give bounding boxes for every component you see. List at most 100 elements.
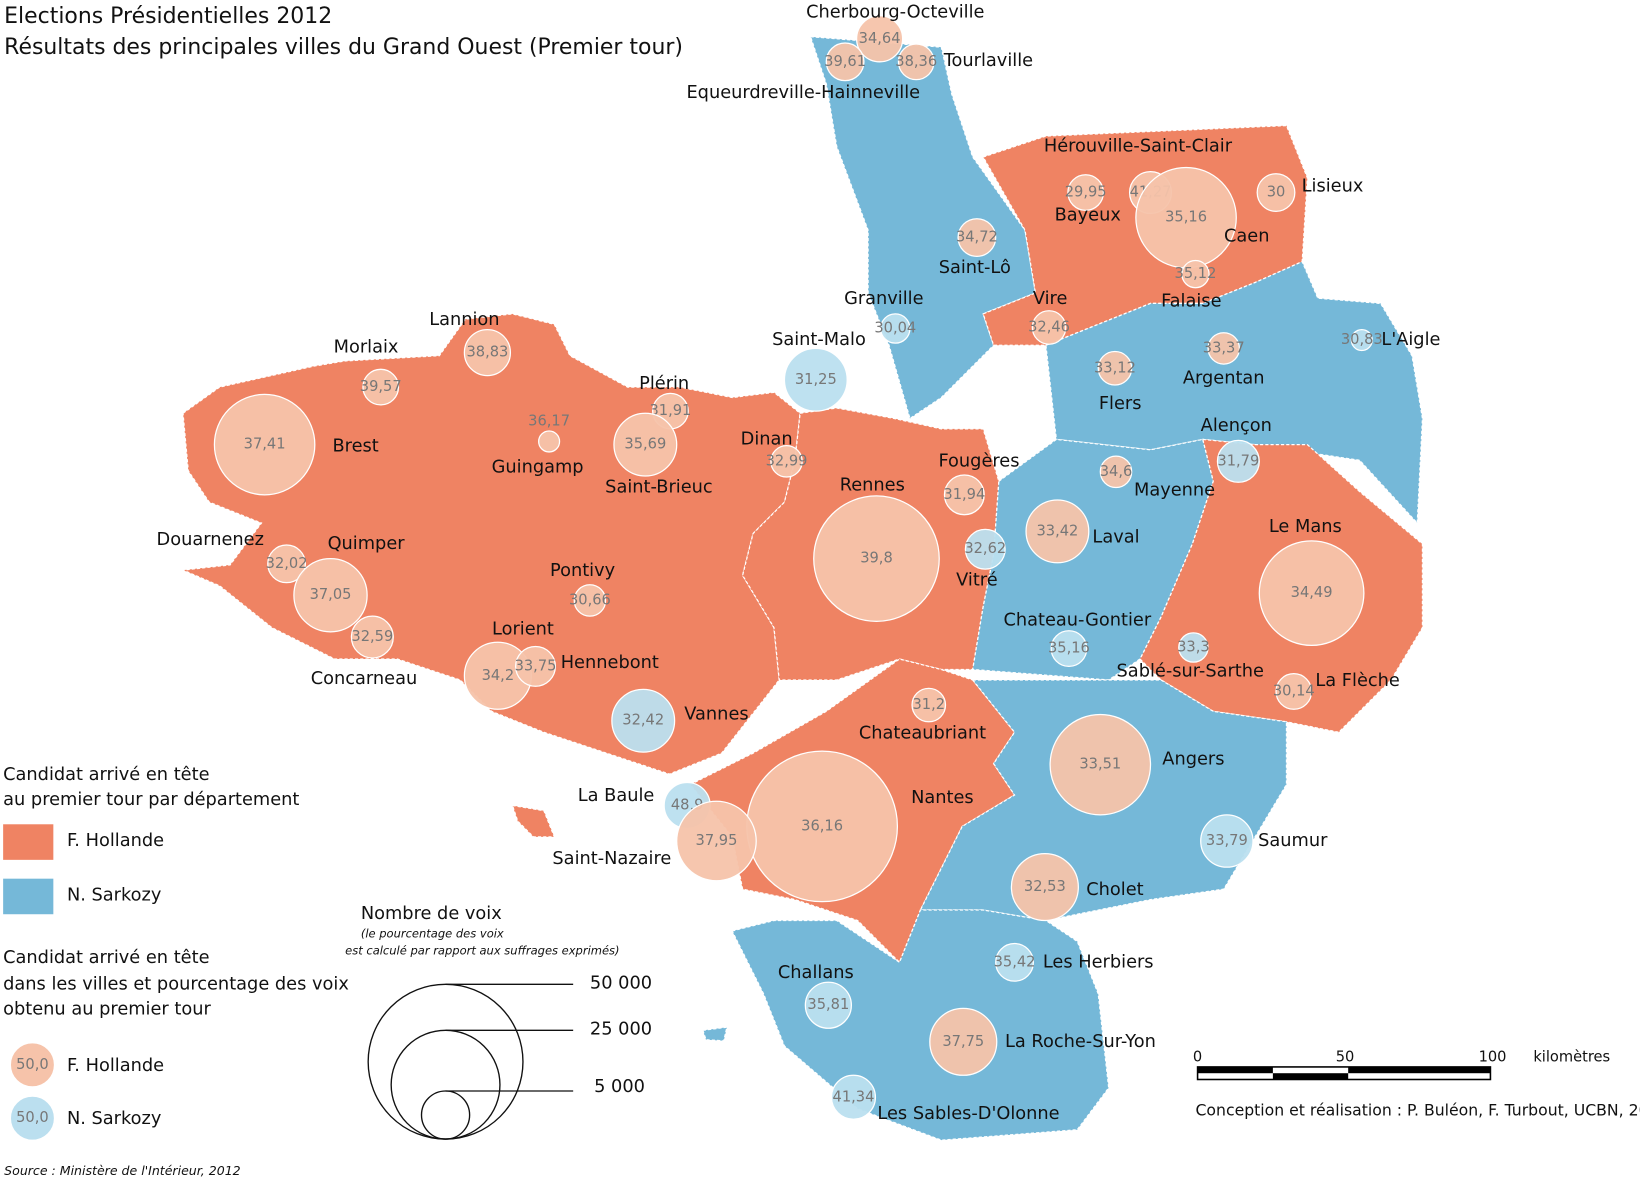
city-name: Mayenne bbox=[1134, 480, 1215, 501]
city-name: Saumur bbox=[1258, 830, 1328, 851]
city-value: 37,75 bbox=[942, 1033, 984, 1050]
scale-seg bbox=[1197, 1066, 1273, 1074]
department bbox=[1045, 260, 1424, 525]
city-value: 34,2 bbox=[482, 667, 515, 684]
scale-seg bbox=[1348, 1066, 1491, 1074]
city-circle bbox=[1216, 439, 1260, 483]
city-value: 33,3 bbox=[1177, 639, 1210, 656]
city-name: Morlaix bbox=[334, 336, 399, 357]
city-value: 35,81 bbox=[807, 996, 849, 1013]
city-circle bbox=[770, 445, 803, 478]
city-name: Vannes bbox=[684, 703, 748, 724]
city-name: Cholet bbox=[1086, 879, 1143, 900]
city-circle bbox=[957, 218, 997, 257]
city-name: Granville bbox=[844, 288, 923, 309]
city-circle bbox=[613, 412, 678, 477]
city-value: 36,17 bbox=[528, 413, 570, 430]
size-label: 50 000 bbox=[590, 972, 652, 993]
legend-swatch bbox=[3, 878, 54, 915]
size-circle bbox=[390, 1029, 501, 1140]
city-name: La Flèche bbox=[1315, 670, 1399, 691]
city-name: La Baule bbox=[578, 785, 655, 806]
city-value: 35,42 bbox=[994, 953, 1036, 970]
city-circle bbox=[813, 495, 940, 623]
legend-swatch bbox=[3, 824, 54, 860]
city-circle bbox=[611, 688, 676, 753]
city-value: 35,16 bbox=[1165, 209, 1207, 226]
city-value: 33,51 bbox=[1079, 756, 1121, 773]
legend-label: F. Hollande bbox=[67, 830, 164, 851]
city-circle bbox=[1178, 632, 1209, 663]
island bbox=[511, 804, 556, 838]
city-name: La Roche-Sur-Yon bbox=[1005, 1031, 1156, 1052]
city-circle bbox=[293, 557, 368, 633]
city-name: Vire bbox=[1033, 288, 1068, 309]
city-value: 30,14 bbox=[1273, 682, 1315, 699]
city-value: 41,34 bbox=[833, 1088, 875, 1105]
department bbox=[809, 36, 1037, 420]
credit: Conception et réalisation : P. Buléon, F… bbox=[1195, 1100, 1640, 1119]
city-name: Brest bbox=[332, 436, 378, 457]
city-circle bbox=[1350, 328, 1373, 352]
city-name: Angers bbox=[1162, 748, 1224, 769]
city-name: Saint-Nazaire bbox=[552, 848, 671, 869]
city-circle bbox=[1256, 173, 1296, 213]
city-name: Alençon bbox=[1201, 415, 1272, 436]
size-circle bbox=[367, 983, 524, 1140]
city-value: 32,46 bbox=[1028, 318, 1070, 335]
city-names: Cherbourg-Octeville Equeurdreville-Hainne… bbox=[157, 2, 1441, 1124]
size-legend bbox=[367, 983, 574, 1140]
city-circle bbox=[350, 615, 394, 659]
city-value: 31,79 bbox=[1217, 452, 1259, 469]
city-value: 32,02 bbox=[266, 555, 308, 572]
city-value: 39,8 bbox=[860, 550, 893, 567]
city-name: Saint-Lô bbox=[939, 257, 1011, 278]
city-value: 31,25 bbox=[795, 371, 837, 388]
size-legend-note: (le pourcentage des voix bbox=[361, 927, 504, 941]
city-value: 29,95 bbox=[1065, 184, 1107, 201]
source: Source : Ministère de l'Intérieur, 2012 bbox=[4, 1163, 241, 1178]
city-name: Pontivy bbox=[550, 560, 615, 581]
city-circle bbox=[825, 42, 865, 82]
subtitle: Résultats des principales villes du Gran… bbox=[4, 35, 683, 60]
legend-title: dans les villes et pourcentage des voix bbox=[3, 973, 349, 994]
city-circle bbox=[538, 430, 561, 453]
city-circle bbox=[995, 942, 1034, 982]
departments bbox=[180, 36, 1424, 1141]
size-circle bbox=[420, 1090, 471, 1140]
city-value: 38,36 bbox=[895, 53, 937, 70]
city-value: 36,16 bbox=[801, 817, 843, 834]
scale-bar bbox=[1196, 1066, 1492, 1081]
size-label: 25 000 bbox=[590, 1018, 652, 1039]
city-circle bbox=[911, 687, 947, 723]
city-value: 30,66 bbox=[569, 591, 611, 608]
city-value: 35,16 bbox=[1048, 640, 1090, 657]
city-value: 31,94 bbox=[943, 486, 985, 503]
city-name: Quimper bbox=[328, 533, 406, 554]
cities: 34,6439,6138,3641,2729,9535,163034,7235,… bbox=[213, 15, 1383, 1120]
city-value: 35,69 bbox=[624, 436, 666, 453]
legend-circle bbox=[9, 1042, 55, 1088]
city-name: Lorient bbox=[492, 619, 554, 640]
city-value: 34,6 bbox=[1100, 463, 1133, 480]
scale-tick: 100 bbox=[1479, 1049, 1507, 1066]
city-value: 34,49 bbox=[1291, 584, 1333, 601]
legend-circle bbox=[9, 1095, 55, 1141]
city-circle bbox=[1275, 673, 1313, 710]
title: Elections Présidentielles 2012 bbox=[4, 4, 332, 29]
legend-sample: 50,0 bbox=[16, 1109, 49, 1126]
city-name: Flers bbox=[1099, 393, 1142, 414]
city-name: Dinan bbox=[741, 428, 793, 449]
city-name: Fougères bbox=[938, 450, 1019, 471]
city-name: Douarnenez bbox=[157, 529, 264, 550]
city-circle bbox=[880, 313, 911, 344]
city-circle bbox=[1031, 310, 1067, 345]
city-circle bbox=[1025, 499, 1090, 564]
city-circle bbox=[1050, 630, 1088, 667]
city-name: Rennes bbox=[840, 474, 905, 495]
legend-title: au premier tour par département bbox=[3, 789, 299, 810]
city-name: Le Mans bbox=[1269, 516, 1342, 537]
scale-tick: 50 bbox=[1336, 1049, 1355, 1066]
scale-unit: kilomètres bbox=[1533, 1049, 1610, 1066]
city-circle bbox=[1099, 455, 1133, 489]
